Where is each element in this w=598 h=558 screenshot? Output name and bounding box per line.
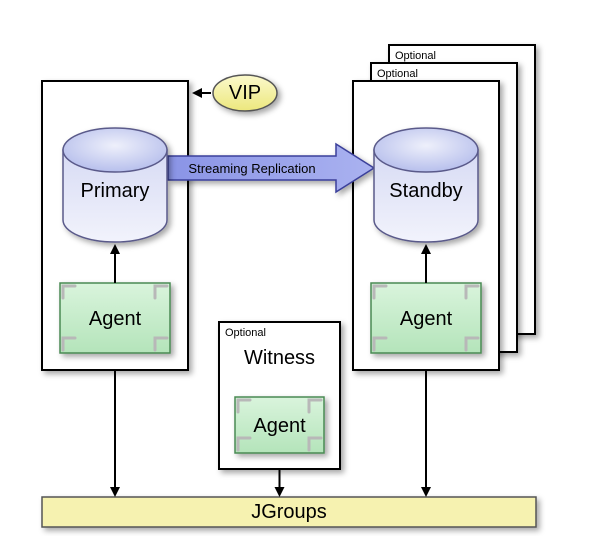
- standby-agent-label: Agent: [400, 308, 453, 330]
- standby-agent: Agent: [371, 283, 481, 353]
- primary-label: Primary: [81, 180, 150, 202]
- optional-label-1: Optional: [377, 68, 418, 80]
- jgroups-label: JGroups: [251, 501, 327, 523]
- witness-label: Witness: [244, 347, 315, 369]
- witness-agent-label: Agent: [253, 415, 306, 437]
- vip-label: VIP: [229, 82, 261, 104]
- witness-optional-label: Optional: [225, 327, 266, 339]
- standby-label: Standby: [389, 180, 462, 202]
- optional-label-2: Optional: [395, 50, 436, 62]
- primary-agent: Agent: [60, 283, 170, 353]
- replication-label: Streaming Replication: [188, 161, 315, 176]
- witness-agent: Agent: [235, 397, 324, 453]
- primary-agent-label: Agent: [89, 308, 142, 330]
